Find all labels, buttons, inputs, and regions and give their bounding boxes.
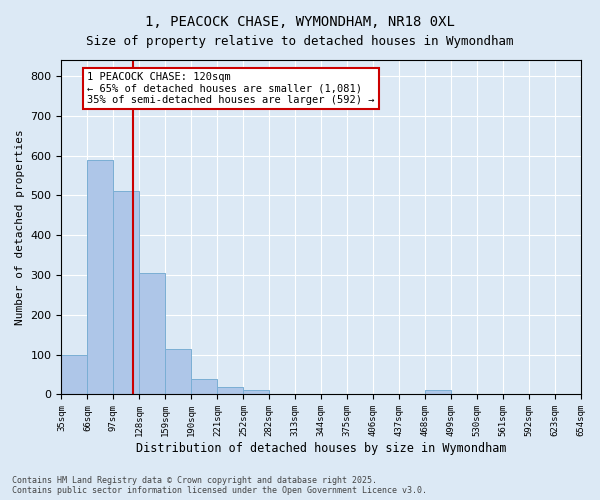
Bar bbox=[113, 192, 139, 394]
Bar bbox=[244, 390, 269, 394]
Bar bbox=[425, 390, 451, 394]
Bar bbox=[191, 378, 217, 394]
Text: 1, PEACOCK CHASE, WYMONDHAM, NR18 0XL: 1, PEACOCK CHASE, WYMONDHAM, NR18 0XL bbox=[145, 15, 455, 29]
Text: Contains HM Land Registry data © Crown copyright and database right 2025.
Contai: Contains HM Land Registry data © Crown c… bbox=[12, 476, 427, 495]
Text: 1 PEACOCK CHASE: 120sqm
← 65% of detached houses are smaller (1,081)
35% of semi: 1 PEACOCK CHASE: 120sqm ← 65% of detache… bbox=[88, 72, 375, 105]
Bar bbox=[217, 386, 244, 394]
Bar bbox=[166, 348, 191, 395]
Y-axis label: Number of detached properties: Number of detached properties bbox=[15, 130, 25, 325]
Text: Size of property relative to detached houses in Wymondham: Size of property relative to detached ho… bbox=[86, 35, 514, 48]
Bar bbox=[88, 160, 113, 394]
X-axis label: Distribution of detached houses by size in Wymondham: Distribution of detached houses by size … bbox=[136, 442, 506, 455]
Bar bbox=[139, 273, 166, 394]
Bar bbox=[61, 354, 88, 395]
